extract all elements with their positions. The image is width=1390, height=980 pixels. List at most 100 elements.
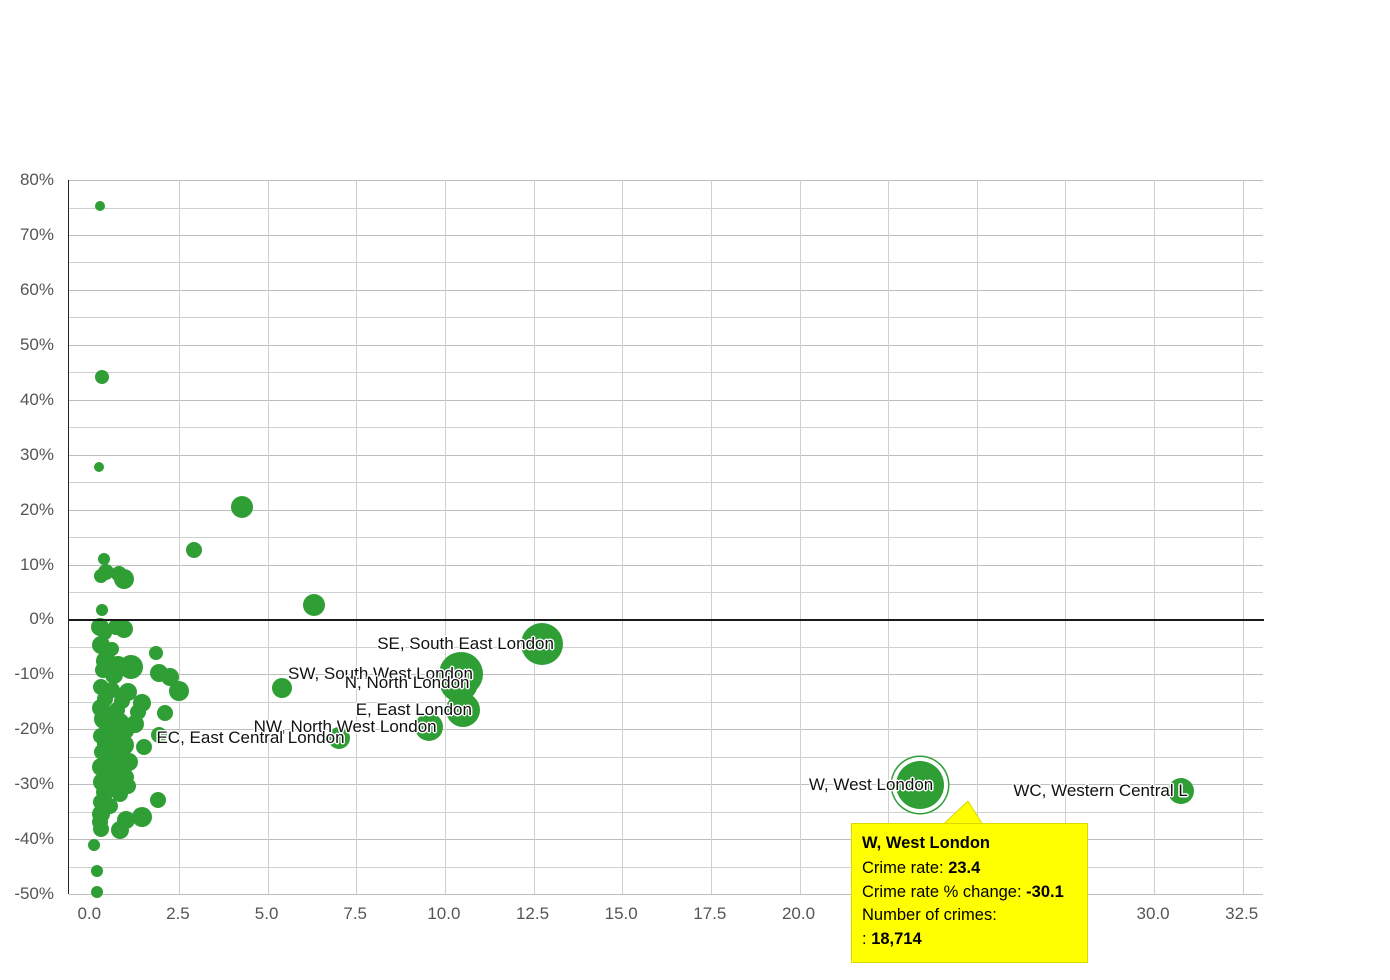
x-axis-tick-label: 12.5	[515, 904, 550, 923]
y-axis-tick-label: 0%	[29, 609, 54, 629]
gridline-vertical	[178, 180, 180, 894]
data-point[interactable]	[93, 569, 108, 583]
data-point-label: SE, South East London	[377, 634, 554, 654]
data-point-labeled[interactable]	[327, 726, 350, 749]
data-point[interactable]	[105, 665, 124, 684]
data-point-labeled[interactable]	[1167, 778, 1194, 805]
data-point-label: W, West London	[808, 774, 934, 794]
tooltip-crime-rate-label: Crime rate:	[862, 858, 944, 877]
y-axis-tick-label: -20%	[14, 719, 54, 739]
tooltip-number-prefix: :	[862, 930, 867, 948]
y-axis-tick-label: -50%	[14, 884, 54, 903]
data-point-label: WC, Western Central L	[1013, 781, 1188, 801]
tooltip-crime-rate-change-value: -30.1	[1026, 882, 1064, 901]
data-point[interactable]	[302, 594, 325, 617]
x-axis-tick-label: 7.5	[343, 904, 368, 923]
data-point[interactable]	[94, 461, 105, 472]
gridline-vertical	[622, 180, 624, 894]
data-point[interactable]	[148, 646, 163, 661]
y-axis-tick-label: 70%	[19, 224, 54, 244]
tooltip-crime-rate-change-label: Crime rate % change:	[862, 882, 1022, 901]
data-point[interactable]	[111, 821, 130, 840]
data-point[interactable]	[90, 864, 103, 877]
data-point[interactable]	[97, 553, 110, 565]
gridline-vertical	[533, 180, 535, 894]
data-point[interactable]	[112, 786, 129, 802]
gridline-horizontal	[69, 591, 1263, 593]
data-point[interactable]	[95, 369, 109, 384]
x-axis-tick-label: 32.5	[1225, 904, 1259, 923]
data-point-label: EC, East Central London	[156, 727, 345, 747]
gridline-horizontal	[69, 894, 1263, 895]
tooltip-number-of-crimes-label: Number of crimes:	[862, 906, 997, 925]
x-axis-tick-label: 17.5	[693, 904, 727, 923]
data-point[interactable]	[92, 821, 109, 838]
gridline-horizontal	[69, 564, 1263, 566]
gridline-horizontal	[69, 180, 1263, 181]
gridline-horizontal	[69, 427, 1263, 429]
data-point[interactable]	[230, 496, 253, 519]
x-axis-tick-label: 2.5	[166, 904, 190, 923]
gridline-horizontal	[69, 372, 1263, 374]
x-axis-tick-label: 30.0	[1136, 904, 1170, 923]
gridline-horizontal	[69, 344, 1263, 346]
data-point[interactable]	[115, 619, 133, 638]
tooltip-crime-rate-change: Crime rate % change: -30.1	[862, 881, 1077, 905]
data-point-label: NW, North West London	[253, 716, 437, 736]
data-point[interactable]	[87, 838, 100, 851]
zero-reference-line	[69, 619, 1264, 621]
y-axis-tick-label: 40%	[19, 389, 54, 409]
data-point[interactable]	[185, 542, 202, 559]
gridline-vertical	[444, 180, 446, 894]
y-axis-tick-label: 80%	[19, 170, 54, 189]
y-axis-tick-label: 30%	[19, 444, 54, 464]
tooltip[interactable]: W, West London Crime rate: 23.4 Crime ra…	[851, 823, 1088, 963]
data-point-label: N, North London	[344, 672, 470, 692]
data-point[interactable]	[131, 807, 152, 828]
gridline-horizontal	[69, 317, 1263, 319]
tooltip-title: W, West London	[862, 834, 991, 852]
gridline-vertical	[1065, 180, 1067, 894]
data-point[interactable]	[91, 885, 104, 898]
data-point-labeled[interactable]	[414, 712, 443, 741]
data-point[interactable]	[96, 603, 108, 616]
data-point-labeled[interactable]	[521, 623, 564, 666]
gridline-horizontal	[69, 537, 1263, 538]
gridline-vertical	[1154, 180, 1156, 894]
tooltip-number-of-crimes-value: 18,714	[871, 930, 922, 948]
data-point[interactable]	[151, 726, 168, 743]
x-axis-tick-label: 5.0	[254, 904, 279, 923]
data-point[interactable]	[168, 680, 189, 701]
y-axis-tick-label: 20%	[19, 499, 54, 519]
data-point-label: SW, South West London	[288, 664, 473, 684]
x-axis-tick-label: 0.0	[77, 904, 102, 923]
data-point[interactable]	[149, 791, 166, 808]
data-point[interactable]	[135, 738, 152, 755]
gridline-vertical	[267, 180, 269, 894]
gridline-horizontal	[69, 289, 1263, 291]
gridline-horizontal	[69, 839, 1263, 841]
data-point-labeled[interactable]	[896, 760, 944, 809]
data-point-label: E, East London	[355, 699, 472, 719]
gridline-horizontal	[69, 262, 1263, 264]
x-axis-tick-label: 15.0	[604, 904, 638, 923]
tooltip-number-of-crimes: : 18,714	[862, 928, 1077, 952]
gridline-horizontal	[69, 674, 1263, 676]
gridline-horizontal	[69, 207, 1263, 209]
y-axis-tick-label: -10%	[14, 664, 54, 684]
data-point[interactable]	[156, 705, 173, 722]
gridline-horizontal	[69, 482, 1263, 484]
data-point[interactable]	[94, 201, 105, 212]
gridline-horizontal	[69, 811, 1263, 813]
y-axis-tick-label: 10%	[19, 554, 54, 574]
data-point-labeled[interactable]	[445, 692, 480, 727]
gridline-horizontal	[69, 729, 1263, 731]
y-axis-tick-label: -30%	[14, 774, 54, 794]
data-point[interactable]	[271, 678, 292, 698]
gridline-horizontal	[69, 784, 1263, 786]
data-point[interactable]	[114, 568, 134, 589]
gridline-horizontal	[69, 454, 1263, 456]
gridline-horizontal	[69, 399, 1263, 401]
gridline-vertical	[799, 180, 801, 894]
